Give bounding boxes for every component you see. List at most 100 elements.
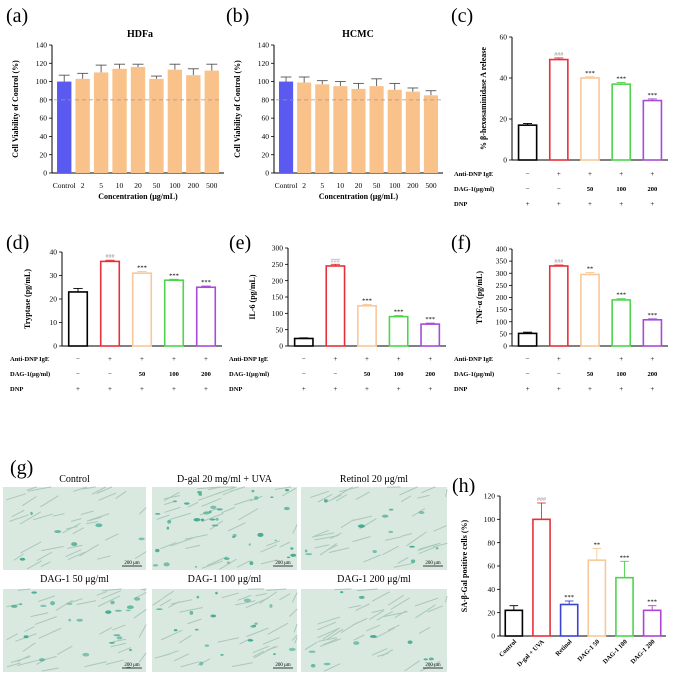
- condition-value: −: [526, 170, 530, 178]
- stained-cell: [215, 517, 219, 521]
- significance-label: ###: [554, 259, 563, 265]
- cell-fiber: [201, 560, 223, 569]
- stained-cell: [226, 561, 230, 564]
- cell-fiber: [421, 486, 436, 494]
- condition-value: +: [172, 355, 176, 363]
- y-tick-label: 300: [496, 269, 508, 278]
- cell-fiber: [317, 621, 337, 631]
- cell-fiber: [377, 652, 389, 657]
- cell-fiber: [41, 667, 60, 672]
- condition-value: +: [526, 385, 530, 393]
- cell-fiber: [6, 662, 21, 668]
- stained-cell: [114, 609, 122, 612]
- cell-fiber: [330, 532, 342, 539]
- condition-value: +: [365, 385, 369, 393]
- cell-fiber: [185, 544, 201, 549]
- cell-fiber: [393, 562, 414, 568]
- cell-fiber: [266, 540, 281, 547]
- cell-fiber: [96, 591, 108, 596]
- stained-cell: [30, 511, 33, 515]
- cell-fiber: [371, 591, 390, 602]
- x-tick-label: Control: [498, 638, 518, 658]
- cell-fiber: [138, 624, 147, 638]
- condition-row-label: Anti-DNP IgE: [229, 356, 268, 363]
- cell-fiber: [80, 510, 94, 515]
- cell-fiber: [162, 590, 174, 599]
- stained-cell: [95, 523, 103, 528]
- cell-fiber: [314, 529, 329, 537]
- condition-row-label: DAG-1(μg/ml): [229, 371, 269, 378]
- stained-cell: [189, 610, 194, 615]
- stained-cell: [76, 618, 83, 622]
- y-tick-label: 0: [43, 169, 47, 178]
- cell-fiber: [208, 486, 221, 491]
- stained-cell: [11, 604, 18, 608]
- stained-cell: [197, 490, 202, 494]
- significance-label: ***: [616, 76, 626, 83]
- condition-value: +: [333, 355, 337, 363]
- condition-value: +: [140, 355, 144, 363]
- condition-row-label: DAG-1(μg/ml): [454, 186, 494, 193]
- stained-cell: [409, 545, 415, 548]
- condition-value: +: [619, 200, 623, 208]
- y-tick-label: 0: [265, 169, 269, 178]
- condition-value: 50: [364, 371, 371, 378]
- y-tick-label: 0: [491, 632, 495, 641]
- y-tick-label: 50: [276, 325, 284, 334]
- stained-cell: [353, 641, 360, 645]
- x-tick-label: 20: [134, 181, 142, 190]
- x-tick-label: 5: [320, 181, 324, 190]
- cell-fiber: [86, 521, 99, 525]
- stained-cell: [200, 518, 205, 522]
- cell-fiber: [376, 611, 393, 621]
- stained-cell: [19, 603, 23, 606]
- stained-cell: [129, 648, 133, 652]
- cell-fiber: [101, 590, 121, 600]
- x-tick-label: 2: [81, 181, 85, 190]
- condition-row-label: DAG-1(μg/ml): [10, 371, 50, 378]
- condition-value: −: [76, 370, 80, 378]
- cell-fiber: [294, 637, 298, 644]
- panel-label: (e): [229, 232, 251, 254]
- cell-fiber: [11, 509, 25, 518]
- cell-fiber: [369, 610, 384, 620]
- cell-fiber: [154, 653, 170, 659]
- cell-fiber: [219, 558, 237, 570]
- y-tick-label: 120: [258, 59, 270, 68]
- condition-row-label: DNP: [229, 386, 242, 393]
- y-tick-label: 200: [272, 276, 284, 285]
- chart-title: HCMC: [342, 29, 374, 40]
- condition-value: +: [557, 355, 561, 363]
- cell-fiber: [420, 661, 441, 672]
- scale-bar-label: 200 μm: [275, 561, 290, 566]
- y-tick-label: 200: [496, 293, 508, 302]
- cell-fiber: [112, 624, 126, 631]
- chart-title: HDFa: [127, 29, 153, 40]
- bar: [57, 81, 72, 173]
- cell-fiber: [314, 544, 330, 549]
- bar: [293, 337, 314, 347]
- condition-value: +: [302, 385, 306, 393]
- cell-fiber: [97, 595, 121, 607]
- y-tick-label: 60: [488, 562, 496, 571]
- stained-cell: [154, 512, 161, 515]
- bar: [423, 95, 439, 173]
- y-axis-title: TNF-α (pg/mL): [475, 271, 484, 324]
- condition-row-label: DNP: [454, 386, 467, 393]
- x-tick-label: 200: [188, 181, 200, 190]
- cell-fiber: [279, 541, 291, 548]
- bar: [167, 69, 183, 173]
- cell-fiber: [20, 541, 42, 554]
- bar: [559, 603, 579, 637]
- y-tick-label: 250: [496, 281, 508, 290]
- cell-fiber: [62, 523, 81, 534]
- cell-fiber: [322, 628, 339, 640]
- stained-cell: [358, 595, 365, 599]
- stained-cell: [381, 514, 389, 518]
- stained-cell: [19, 557, 26, 561]
- x-tick-label: Control: [53, 181, 76, 190]
- cell-fiber: [81, 486, 96, 490]
- cell-fiber: [164, 495, 181, 500]
- cell-fiber: [311, 532, 335, 538]
- condition-value: −: [526, 370, 530, 378]
